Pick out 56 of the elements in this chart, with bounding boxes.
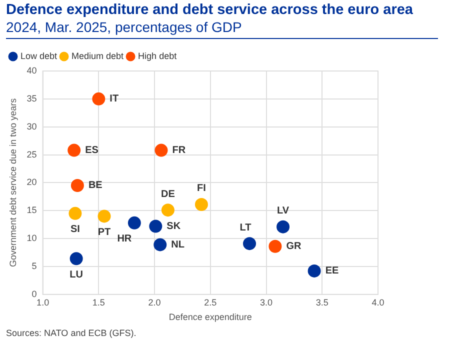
chart-subtitle: 2024, Mar. 2025, percentages of GDP <box>6 19 243 35</box>
y-tick-label: 0 <box>32 288 37 299</box>
x-tick-label: 3.0 <box>260 297 273 308</box>
annotation: GR <box>286 241 302 252</box>
point <box>194 198 208 211</box>
annotation: DE <box>160 188 176 200</box>
x-tick-label: 2.0 <box>148 297 161 308</box>
annotation: PT <box>98 226 111 238</box>
y-tick-label: 25 <box>26 149 37 160</box>
annotation: IT <box>110 94 119 105</box>
annotation: FI <box>197 183 206 194</box>
point <box>128 216 141 230</box>
point <box>268 240 282 253</box>
annotation: EE <box>325 266 339 277</box>
point <box>98 210 111 223</box>
legend-label: Low debt <box>20 50 58 61</box>
x-tick-label: 3.5 <box>316 297 328 308</box>
point <box>161 204 174 217</box>
annotation: LT <box>240 222 252 234</box>
annotation: NL <box>171 239 184 250</box>
annotation: SI <box>70 224 80 236</box>
legend-label: Medium debt <box>72 50 124 61</box>
annotation: FR <box>172 145 186 156</box>
source-note: Sources: NATO and ECB (GFS). <box>6 328 136 338</box>
point <box>308 264 321 278</box>
annotation: LU <box>70 269 83 280</box>
x-tick-label: 2.5 <box>204 297 217 308</box>
point <box>68 206 82 220</box>
point <box>92 92 106 106</box>
annotation: BE <box>88 180 103 192</box>
chart-title: Defence expenditure and debt service across the euro area <box>6 2 414 18</box>
y-tick-label: 35 <box>26 93 37 104</box>
y-tick-label: 20 <box>26 177 37 188</box>
annotation: SK <box>166 221 182 232</box>
point <box>154 144 168 157</box>
x-tick-label: 1.0 <box>36 297 50 308</box>
point <box>70 178 84 192</box>
y-tick-label: 30 <box>26 121 37 132</box>
point <box>149 220 162 233</box>
point <box>154 238 167 252</box>
point <box>70 252 83 266</box>
annotation: HR <box>117 234 132 245</box>
y-tick-label: 10 <box>26 233 37 244</box>
y-tick-label: 15 <box>26 205 37 216</box>
x-axis-title: Defence expenditure <box>168 312 252 322</box>
point <box>68 144 81 157</box>
annotation: ES <box>85 145 99 156</box>
y-axis-title: Government debt service due in two years <box>8 98 18 267</box>
point <box>243 237 256 250</box>
y-tick-label: 5 <box>32 260 37 271</box>
annotation: LV <box>277 206 290 217</box>
y-tick-label: 40 <box>26 65 37 76</box>
point <box>276 220 290 234</box>
legend-label: High debt <box>138 50 178 61</box>
x-tick-label: 4.0 <box>372 297 384 308</box>
x-tick-label: 1.5 <box>92 297 105 308</box>
